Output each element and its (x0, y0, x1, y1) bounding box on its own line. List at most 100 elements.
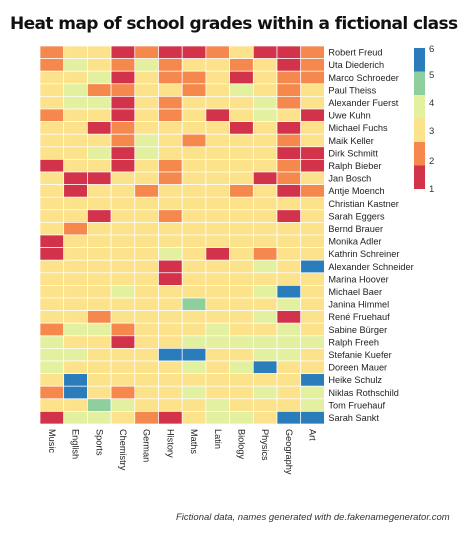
heatmap-cell (158, 310, 183, 324)
student-label: Alexander Fuerst (328, 98, 398, 108)
heatmap-cell (276, 222, 302, 236)
heatmap-cell (205, 184, 230, 198)
heatmap-cell (181, 196, 207, 211)
heatmap-cell (39, 171, 65, 185)
heatmap-cell (158, 285, 183, 299)
heatmap-cell (63, 83, 88, 97)
heatmap-cell (300, 335, 325, 349)
heatmap-cell (39, 159, 65, 173)
subject-label: Sports (94, 429, 104, 456)
heatmap-cell (205, 146, 230, 160)
heatmap-cell (110, 360, 136, 374)
legend-tick-label: 1 (429, 184, 434, 195)
heatmap-cell (300, 322, 325, 337)
heatmap-cell (134, 96, 159, 110)
heatmap-cell (63, 159, 88, 173)
student-label: Niklas Rothschild (328, 388, 398, 398)
student-label: Ralph Freeh (328, 337, 379, 347)
heatmap-cell (229, 360, 254, 374)
heatmap-cell (300, 108, 325, 122)
heatmap-cell (229, 146, 254, 160)
heatmap-cell (158, 133, 183, 148)
heatmap-cell (252, 70, 278, 85)
heatmap-cell (87, 58, 112, 72)
heatmap-cell (205, 373, 230, 387)
heatmap-cell (134, 234, 159, 248)
heatmap-cell (300, 133, 325, 148)
heatmap-cell (252, 322, 278, 337)
heatmap-cell (87, 184, 112, 198)
heatmap-cell (252, 45, 278, 59)
heatmap-cell (252, 83, 278, 97)
heatmap-cell (134, 171, 159, 185)
legend-swatch (414, 118, 425, 142)
legend-tick-label: 5 (429, 70, 434, 81)
heatmap-cell (87, 247, 112, 261)
heatmap-cell (39, 234, 65, 248)
heatmap-cell (39, 184, 65, 198)
heatmap-cell (205, 411, 230, 425)
heatmap-cell (63, 272, 88, 286)
heatmap-cell (158, 184, 183, 198)
heatmap-cell (252, 272, 278, 286)
heatmap-cell (158, 222, 183, 236)
heatmap-cell (205, 322, 230, 337)
heatmap-cell (39, 209, 65, 223)
heatmap-cell (134, 146, 159, 160)
heatmap-cell (158, 373, 183, 387)
heatmap-cell (205, 247, 230, 261)
heatmap-cell (158, 360, 183, 374)
heatmap-cell (252, 348, 278, 362)
heatmap-cell (300, 121, 325, 135)
heatmap-cell (205, 209, 230, 223)
student-label: Maik Keller (328, 136, 373, 146)
heatmap-cell (134, 335, 159, 349)
heatmap-cell (158, 159, 183, 173)
heatmap-cell (134, 285, 159, 299)
heatmap-cell (134, 398, 159, 412)
heatmap-cell (158, 70, 183, 85)
heatmap-cell (134, 184, 159, 198)
heatmap-cell (158, 385, 183, 400)
heatmap-cell (181, 96, 207, 110)
heatmap-cell (229, 285, 254, 299)
heatmap-cell (110, 411, 136, 425)
heatmap-cell (252, 171, 278, 185)
heatmap-cell (158, 83, 183, 97)
heatmap-cell (229, 373, 254, 387)
heatmap-cell (134, 348, 159, 362)
heatmap-cell (276, 96, 302, 110)
heatmap-cell (276, 272, 302, 286)
student-label: Uta Diederich (328, 60, 384, 70)
heatmap-cell (87, 196, 112, 211)
heatmap-cell (87, 209, 112, 223)
heatmap-cell (87, 360, 112, 374)
heatmap-cell (110, 285, 136, 299)
heatmap-cell (300, 247, 325, 261)
heatmap-cell (252, 247, 278, 261)
heatmap-cell (205, 159, 230, 173)
heatmap-cell (229, 83, 254, 97)
heatmap-cell (39, 83, 65, 97)
heatmap-cell (205, 45, 230, 59)
legend-swatch (414, 142, 425, 166)
heatmap-cell (87, 285, 112, 299)
heatmap-cell (276, 348, 302, 362)
heatmap-cell (39, 385, 65, 400)
heatmap-cell (276, 121, 302, 135)
heatmap-cell (87, 171, 112, 185)
heatmap-cell (110, 108, 136, 122)
heatmap-cell (252, 297, 278, 311)
heatmap-cell (63, 70, 88, 85)
heatmap-cell (205, 96, 230, 110)
heatmap-cell (181, 146, 207, 160)
heatmap-cell (205, 272, 230, 286)
student-label: Robert Freud (328, 48, 382, 58)
heatmap-cell (39, 285, 65, 299)
heatmap-cell (110, 209, 136, 223)
heatmap-cell (158, 58, 183, 72)
heatmap-cell (276, 45, 302, 59)
heatmap-cell (181, 58, 207, 72)
heatmap-cell (39, 58, 65, 72)
heatmap-cell (181, 285, 207, 299)
